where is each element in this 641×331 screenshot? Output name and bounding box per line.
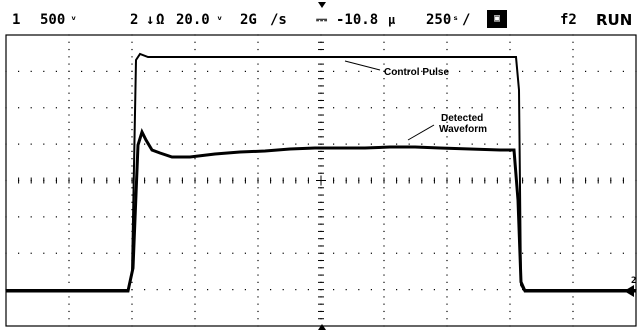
ch1-scale[interactable]: 500 bbox=[40, 12, 66, 28]
ch2-ground-label: 2 bbox=[631, 276, 636, 286]
ch2-impedance: Ω bbox=[156, 12, 165, 28]
ch1-label[interactable]: 1 bbox=[12, 12, 21, 28]
time-per-div[interactable]: 250 bbox=[426, 12, 452, 28]
trigger-position-marker-top[interactable] bbox=[318, 2, 326, 8]
control-pulse-arrow bbox=[344, 60, 381, 71]
graticule-center-axes bbox=[5, 34, 637, 327]
detected-label-line2: Waveform bbox=[439, 124, 487, 135]
time-offset[interactable]: -10.8 bbox=[336, 12, 379, 28]
ch1-unit-icon: ᵛ bbox=[70, 13, 78, 27]
time-offset-unit-icon: µ bbox=[388, 13, 396, 27]
run-state[interactable]: RUN bbox=[596, 11, 633, 29]
control-pulse-trace bbox=[6, 52, 636, 291]
trigger-position-marker-bottom[interactable] bbox=[318, 324, 326, 330]
trigger-icon: ⎓ bbox=[316, 12, 328, 28]
ch2-ground-marker-icon[interactable] bbox=[624, 285, 634, 297]
sample-rate-suffix: /s bbox=[270, 12, 287, 28]
detected-waveform-trace bbox=[6, 127, 636, 293]
ch2-label[interactable]: 2 bbox=[130, 12, 139, 28]
control-pulse-label: Control Pulse bbox=[384, 67, 449, 78]
sample-rate[interactable]: 2G bbox=[240, 12, 257, 28]
ch2-coupling-icon: ↓ bbox=[146, 12, 155, 28]
ch2-unit-icon: ᵛ bbox=[216, 13, 224, 27]
trigger-source[interactable]: f2 bbox=[560, 12, 577, 28]
status-bar: 1 500 ᵛ 2 ↓ Ω 20.0 ᵛ 2G /s ⎓ -10.8 µ 250… bbox=[0, 0, 641, 34]
ch2-scale[interactable]: 20.0 bbox=[176, 12, 210, 28]
detected-label-line1: Detected bbox=[441, 113, 483, 124]
time-per-div-suffix: / bbox=[462, 12, 471, 28]
detected-waveform-arrow bbox=[407, 124, 435, 141]
time-per-div-unit-icon: ˢ bbox=[452, 13, 460, 27]
acquisition-mode-badge[interactable]: ▣ bbox=[487, 10, 507, 28]
